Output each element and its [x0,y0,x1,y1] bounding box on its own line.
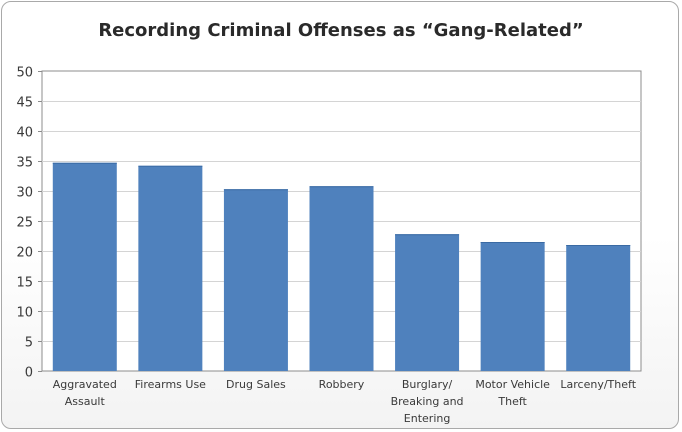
bar [52,162,117,371]
x-tick-label: Aggravated [53,378,117,391]
bar [566,245,631,371]
y-tick-label: 45 [16,96,33,111]
x-tick-label: Drug Sales [226,378,286,391]
x-tick-label: Firearms Use [135,378,206,391]
y-tick-label: 20 [16,246,33,261]
y-tick-label: 10 [16,306,33,321]
bar [395,234,460,371]
y-tick-label: 25 [16,216,33,231]
y-tick-label: 35 [16,156,33,171]
x-tick-label: Assault [65,395,106,408]
bars [52,162,631,371]
bar [223,189,288,371]
y-tick-label: 5 [25,336,33,351]
x-tick-label: Breaking and [391,395,464,408]
bar [309,186,374,371]
y-tick-label: 15 [16,276,33,291]
bar [480,242,545,371]
x-tick-label: Theft [497,395,527,408]
x-tick-label: Burglary/ [402,378,453,391]
x-tick-label: Motor Vehicle [475,378,550,391]
y-tick-label: 0 [25,366,33,381]
y-axis-ticks: 0 5 10 15 20 25 30 35 40 45 50 [16,66,42,381]
y-tick-label: 40 [16,126,33,141]
y-tick-label: 50 [16,66,33,81]
y-tick-label: 30 [16,186,33,201]
x-tick-label: Robbery [319,378,365,391]
x-axis-labels: Aggravated Assault Firearms Use Drug Sales R… [53,378,637,425]
chart-title: Recording Criminal Offenses as “Gang-Rel… [98,20,584,41]
x-tick-label: Entering [404,412,451,425]
x-tick-label: Larceny/Theft [560,378,636,391]
bar [138,165,203,371]
